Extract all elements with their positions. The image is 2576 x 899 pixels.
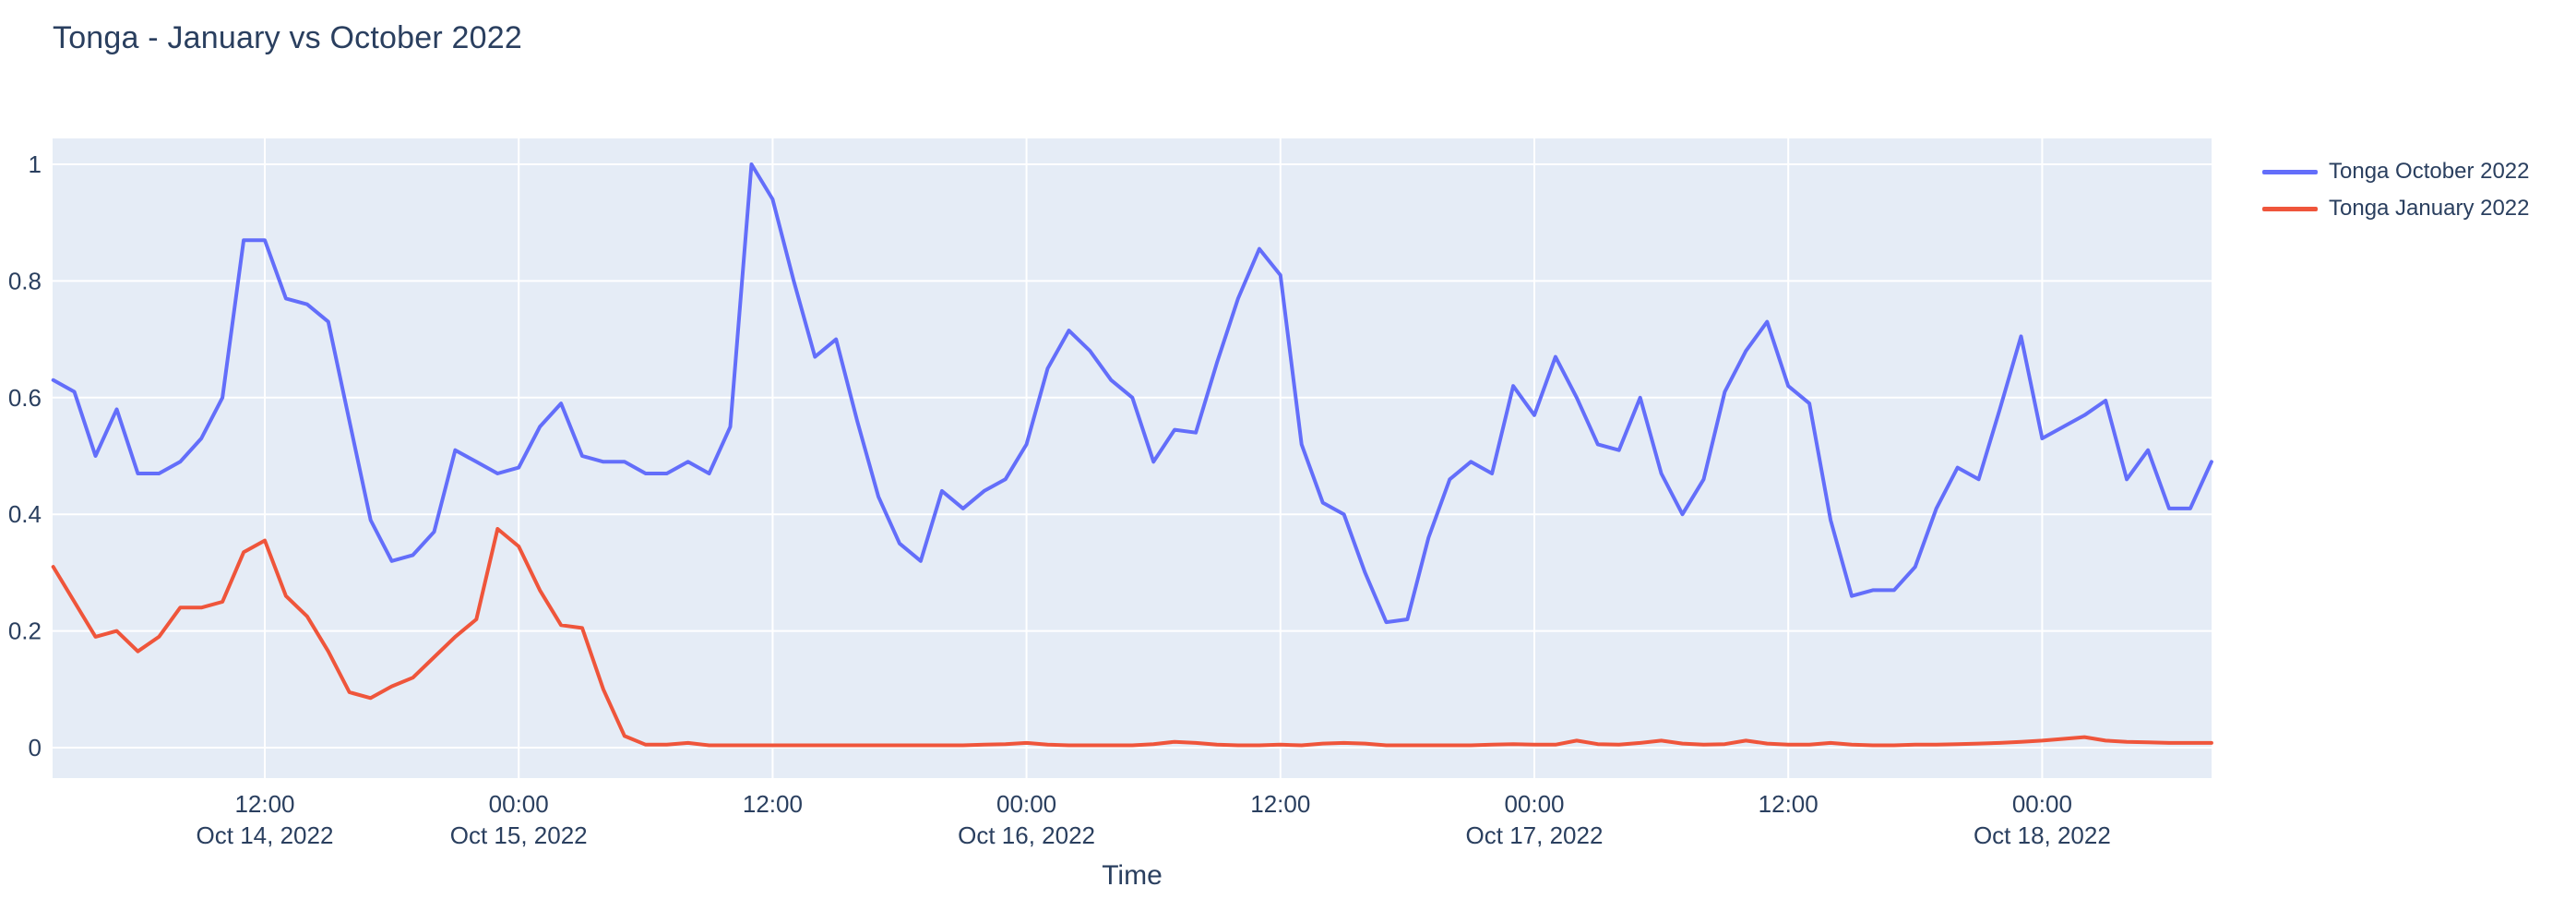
y-tick-label: 0.8 [8, 267, 42, 294]
x-tick-date-label: Oct 17, 2022 [1466, 821, 1604, 849]
legend-label-october: Tonga October 2022 [2329, 159, 2530, 184]
y-tick-label: 0.6 [8, 384, 42, 412]
legend-item-tonga-january-2022[interactable]: Tonga January 2022 [2262, 190, 2530, 227]
x-tick-date-label: Oct 18, 2022 [1974, 821, 2111, 849]
x-tick-time-label: 00:00 [996, 790, 1056, 818]
x-tick-time-label: 00:00 [2012, 790, 2072, 818]
legend-label-january: Tonga January 2022 [2329, 196, 2530, 221]
x-tick-time-label: 12:00 [1250, 790, 1310, 818]
y-tick-label: 1 [29, 150, 42, 178]
y-tick-label: 0.4 [8, 500, 42, 528]
x-tick-date-label: Oct 16, 2022 [958, 821, 1095, 849]
legend: Tonga October 2022 Tonga January 2022 [2262, 153, 2530, 227]
x-axis-title: Time [1102, 860, 1163, 891]
y-tick-label: 0.2 [8, 617, 42, 645]
x-tick-time-label: 12:00 [1759, 790, 1819, 818]
line-tonga-october-2022[interactable] [51, 162, 2213, 625]
x-tick-time-label: 00:00 [1504, 790, 1564, 818]
x-tick-date-label: Oct 15, 2022 [450, 821, 588, 849]
plot-area[interactable] [53, 138, 2212, 778]
y-tick-label: 0 [29, 734, 42, 761]
chart-title: Tonga - January vs October 2022 [53, 20, 522, 55]
legend-item-tonga-october-2022[interactable]: Tonga October 2022 [2262, 153, 2530, 190]
legend-line-swatch-january [2262, 206, 2318, 211]
legend-line-swatch-october [2262, 169, 2318, 174]
x-tick-time-label: 12:00 [234, 790, 294, 818]
x-tick-date-label: Oct 14, 2022 [197, 821, 334, 849]
line-tonga-january-2022[interactable] [51, 527, 2213, 748]
x-tick-time-label: 12:00 [743, 790, 803, 818]
x-tick-time-label: 00:00 [489, 790, 549, 818]
